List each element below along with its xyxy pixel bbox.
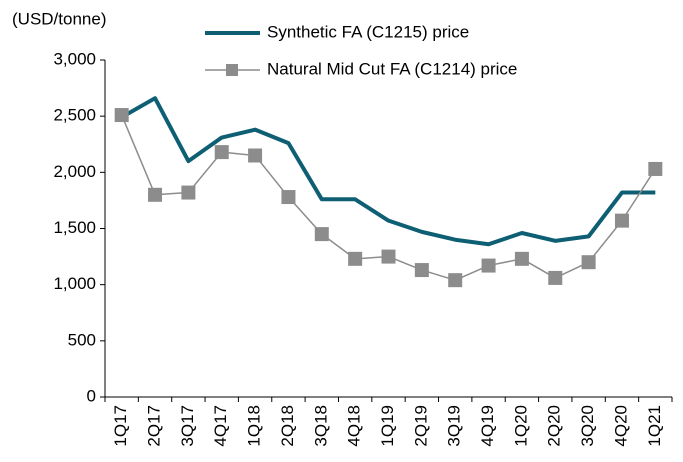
- x-tick-label: 3Q20: [578, 405, 597, 447]
- marker: [381, 249, 396, 264]
- marker: [114, 108, 129, 123]
- marker: [348, 251, 363, 266]
- y-tick-label: 1,000: [53, 274, 96, 293]
- marker: [648, 161, 663, 176]
- y-tick-label: 3,000: [53, 49, 96, 68]
- y-axis-label: (USD/tonne): [12, 9, 106, 28]
- x-tick-label: 3Q18: [311, 405, 330, 447]
- marker: [214, 145, 229, 160]
- marker: [181, 185, 196, 200]
- x-tick-label: 1Q19: [378, 405, 397, 447]
- x-tick-label: 4Q18: [345, 405, 364, 447]
- x-tick-label: 1Q18: [245, 405, 264, 447]
- marker: [448, 273, 463, 288]
- marker: [414, 263, 429, 278]
- marker: [314, 227, 329, 242]
- x-tick-label: 4Q20: [611, 405, 630, 447]
- x-tick-label: 1Q21: [645, 405, 664, 447]
- x-tick-label: 2Q19: [411, 405, 430, 447]
- x-tick-label: 4Q17: [211, 405, 230, 447]
- marker: [148, 187, 163, 202]
- marker: [514, 251, 529, 266]
- marker: [481, 258, 496, 273]
- y-tick-label: 2,000: [53, 162, 96, 181]
- y-tick-label: 0: [87, 386, 96, 405]
- x-tick-label: 3Q17: [178, 405, 197, 447]
- marker: [548, 270, 563, 285]
- x-tick-label: 3Q19: [445, 405, 464, 447]
- marker: [581, 255, 596, 270]
- legend-label: Synthetic FA (C1215) price: [267, 22, 469, 41]
- series-line: [120, 96, 656, 247]
- y-tick-label: 2,500: [53, 106, 96, 125]
- marker: [281, 190, 296, 205]
- x-tick-label: 2Q17: [145, 405, 164, 447]
- y-tick-label: 500: [68, 330, 96, 349]
- marker: [248, 148, 263, 163]
- x-tick-label: 4Q19: [478, 405, 497, 447]
- legend-marker: [226, 64, 238, 76]
- y-tick-label: 1,500: [53, 218, 96, 237]
- legend-label: Natural Mid Cut FA (C1214) price: [267, 59, 517, 78]
- x-tick-label: 1Q17: [111, 405, 130, 447]
- x-tick-label: 2Q20: [545, 405, 564, 447]
- x-tick-label: 2Q18: [278, 405, 297, 447]
- x-tick-label: 1Q20: [511, 405, 530, 447]
- marker: [614, 213, 629, 228]
